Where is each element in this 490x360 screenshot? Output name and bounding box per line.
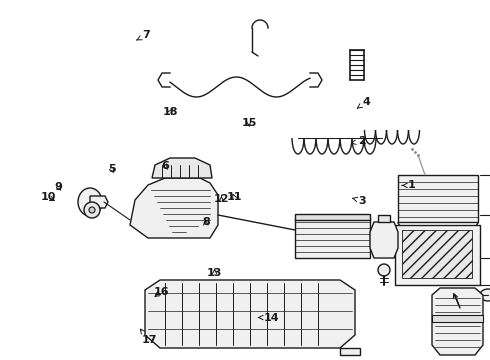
Text: 5: 5: [108, 164, 116, 174]
Text: 3: 3: [353, 196, 367, 206]
Polygon shape: [152, 158, 212, 178]
Text: 6: 6: [162, 161, 170, 171]
Polygon shape: [395, 225, 480, 285]
Polygon shape: [90, 196, 108, 208]
Text: 9: 9: [55, 182, 63, 192]
Text: 17: 17: [140, 329, 157, 345]
Text: 13: 13: [207, 268, 222, 278]
Polygon shape: [432, 315, 483, 322]
Polygon shape: [378, 215, 390, 222]
Text: 10: 10: [40, 192, 56, 202]
Polygon shape: [145, 280, 355, 348]
Ellipse shape: [84, 202, 100, 218]
Ellipse shape: [378, 264, 390, 276]
Text: 1: 1: [402, 180, 416, 190]
Polygon shape: [310, 295, 350, 308]
Polygon shape: [295, 214, 370, 220]
Polygon shape: [130, 178, 218, 238]
Text: 18: 18: [163, 107, 178, 117]
Ellipse shape: [78, 188, 102, 216]
Polygon shape: [295, 218, 370, 258]
Ellipse shape: [480, 289, 490, 301]
Text: 16: 16: [154, 287, 170, 297]
Polygon shape: [340, 348, 360, 355]
Polygon shape: [402, 230, 472, 278]
Text: 11: 11: [226, 192, 242, 202]
Text: 15: 15: [241, 118, 257, 128]
Text: 4: 4: [357, 96, 370, 108]
Ellipse shape: [89, 207, 95, 213]
Polygon shape: [432, 288, 483, 355]
Ellipse shape: [403, 190, 413, 200]
Text: 12: 12: [214, 194, 229, 204]
Ellipse shape: [446, 298, 474, 318]
Ellipse shape: [452, 302, 468, 314]
Ellipse shape: [406, 193, 411, 198]
Polygon shape: [398, 175, 478, 222]
Text: 14: 14: [258, 312, 280, 323]
Text: 8: 8: [202, 217, 210, 228]
Polygon shape: [370, 222, 398, 258]
Text: 7: 7: [137, 30, 150, 40]
Text: 2: 2: [351, 136, 366, 146]
